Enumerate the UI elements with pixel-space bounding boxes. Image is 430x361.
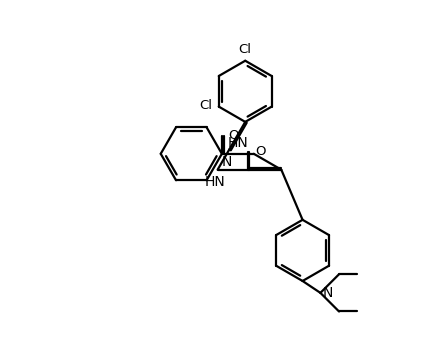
Text: HN: HN — [205, 175, 225, 189]
Text: O: O — [255, 144, 265, 157]
Text: Cl: Cl — [238, 43, 251, 56]
Text: N: N — [221, 155, 232, 169]
Text: Cl: Cl — [199, 99, 212, 112]
Text: HN: HN — [227, 136, 248, 151]
Text: N: N — [322, 286, 332, 300]
Text: O: O — [227, 130, 238, 143]
